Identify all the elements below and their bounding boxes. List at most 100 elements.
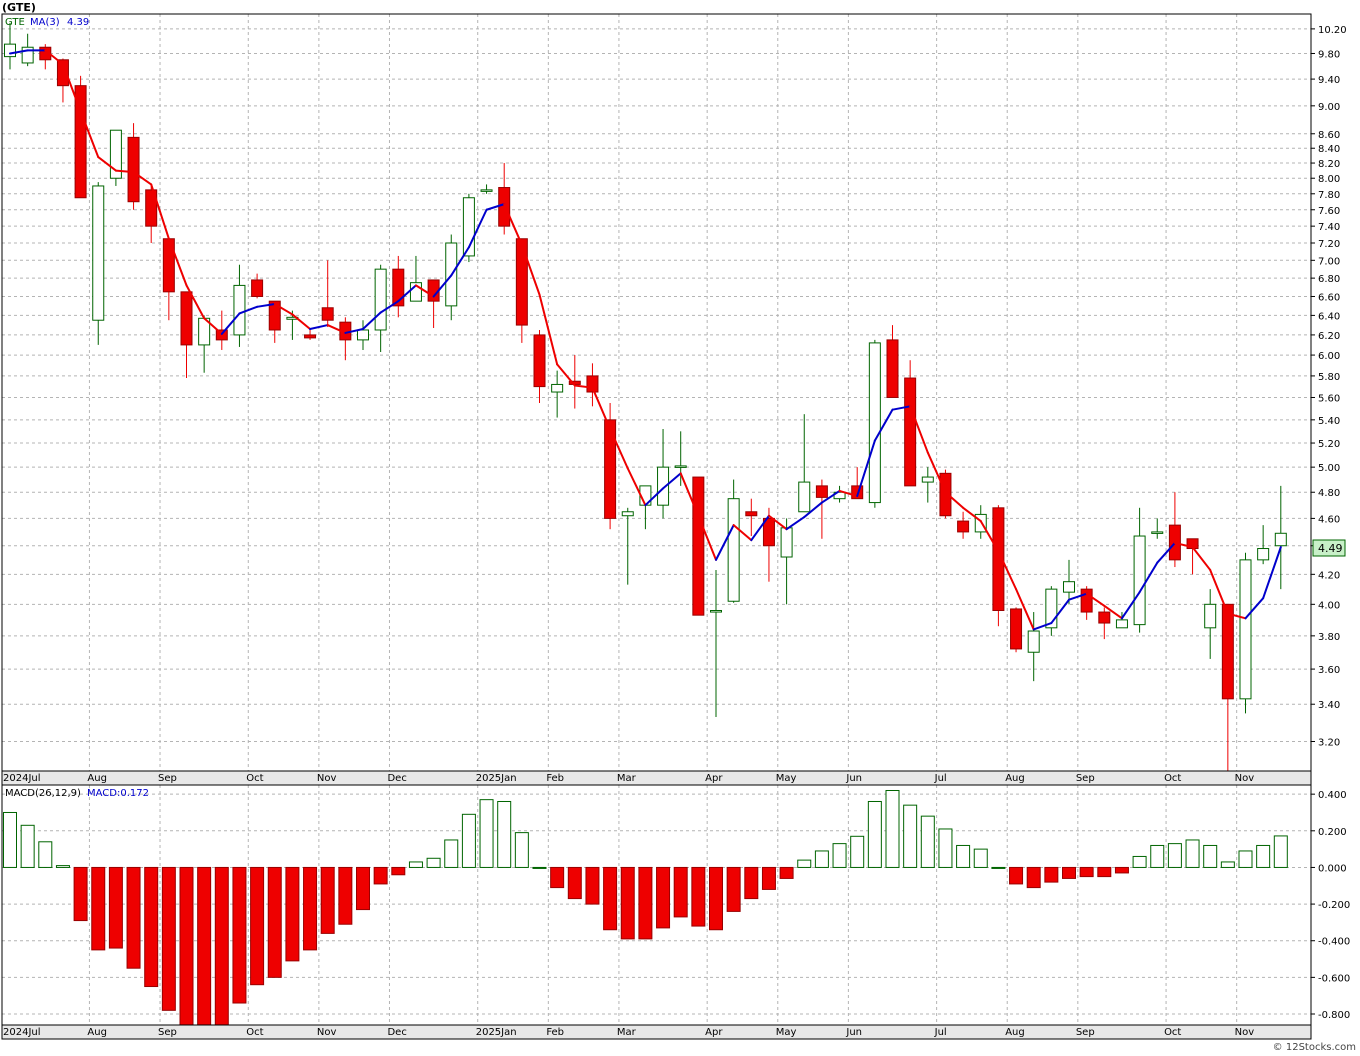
price-x-axis-band: [1, 770, 1312, 786]
price-y-tick-label: 3.80: [1318, 632, 1340, 643]
macd-bar-positive: [991, 866, 1006, 869]
candle-up: [462, 197, 475, 257]
candle-up: [657, 466, 670, 506]
macd-bar-negative: [73, 866, 88, 922]
price-x-tick-label: Dec: [387, 773, 406, 784]
ma-segment: [1050, 598, 1070, 625]
candle-up: [1027, 630, 1040, 653]
ma-segment: [1191, 546, 1212, 571]
ma-segment: [97, 156, 117, 172]
macd-y-tick-label: 0.400: [1318, 790, 1347, 801]
ma-segment: [326, 324, 347, 334]
last-price-label: 4.49: [1318, 542, 1343, 555]
macd-bar-negative: [709, 866, 723, 931]
candle-up: [1045, 588, 1058, 629]
candle-up: [1257, 548, 1270, 561]
macd-x-tick-label: Apr: [705, 1027, 723, 1038]
legend-macd-label: MACD(26,12,9): [5, 788, 81, 799]
macd-x-tick-label: 2024Jul: [3, 1027, 41, 1038]
macd-bar-positive: [797, 859, 812, 868]
ma-segment: [467, 208, 488, 249]
candle-down: [992, 507, 1005, 611]
price-y-tick-label: 7.20: [1318, 239, 1340, 250]
macd-x-tick-label: May: [776, 1027, 797, 1038]
candle-up: [1274, 532, 1287, 547]
macd-y-tick-label: -0.200: [1318, 900, 1350, 911]
macd-y-tick-label: 0.200: [1318, 827, 1347, 838]
candle-down: [886, 339, 899, 398]
ma-segment: [891, 405, 912, 411]
candle-up: [1151, 531, 1164, 534]
ma-segment: [220, 312, 241, 335]
macd-bar-positive: [514, 832, 529, 868]
candle-down: [762, 517, 775, 547]
price-y-tick-label: 3.40: [1318, 700, 1340, 711]
ma-segment: [114, 169, 135, 174]
macd-x-tick-label: Sep: [1076, 1027, 1095, 1038]
ma-segment: [44, 49, 64, 66]
macd-bar-positive: [885, 789, 900, 868]
macd-bar-negative: [1009, 866, 1024, 885]
ma-segment: [1015, 588, 1035, 631]
ma-segment: [1103, 604, 1123, 620]
ma-segment: [397, 284, 417, 303]
macd-bar-positive: [38, 841, 53, 868]
legend-macd-value: MACD:0.172: [87, 788, 149, 799]
ma-segment: [238, 305, 259, 315]
macd-bar-negative: [638, 866, 653, 940]
macd-y-tick-label: -0.800: [1318, 1010, 1350, 1021]
price-x-tick-label: Oct: [1164, 773, 1181, 784]
macd-bar-negative: [673, 866, 688, 918]
macd-bar-negative: [691, 866, 706, 927]
price-x-tick-label: 2024Jul: [3, 773, 41, 784]
ma-segment: [61, 63, 82, 113]
macd-x-tick-label: Nov: [317, 1027, 337, 1038]
ma-segment: [767, 514, 788, 531]
copyright-footer: © 12Stocks.com: [1273, 1042, 1356, 1053]
price-x-tick-label: Aug: [87, 773, 107, 784]
macd-bar-positive: [532, 866, 547, 869]
price-y-tick-label: 6.40: [1318, 311, 1340, 322]
ma-segment: [309, 324, 329, 330]
ma-segment: [538, 293, 559, 366]
macd-bar-positive: [426, 857, 441, 868]
price-x-tick-label: Jun: [845, 773, 862, 784]
ma-segment: [167, 237, 188, 287]
macd-bar-positive: [497, 800, 512, 868]
price-x-tick-label: May: [776, 773, 797, 784]
price-y-tick-label: 6.80: [1318, 274, 1340, 285]
candle-up: [921, 476, 934, 483]
candle-up: [480, 189, 493, 192]
ma-segment: [1262, 546, 1282, 600]
candle-up: [374, 268, 387, 331]
ma-segment: [256, 302, 276, 308]
ma-segment: [79, 110, 100, 159]
macd-bar-positive: [1220, 861, 1235, 868]
candle-down: [56, 59, 69, 87]
candle-down: [745, 511, 758, 517]
macd-bar-positive: [903, 804, 918, 868]
ma-segment: [485, 203, 506, 211]
price-y-tick-label: 8.60: [1318, 130, 1340, 141]
candle-down: [1080, 588, 1093, 613]
legend-ticker: GTE: [5, 17, 25, 28]
price-y-tick-label: 4.60: [1318, 514, 1340, 525]
macd-bar-positive: [1238, 850, 1253, 868]
macd-bar-positive: [3, 811, 17, 868]
macd-x-tick-label: Mar: [617, 1027, 637, 1038]
price-y-tick-label: 5.60: [1318, 393, 1340, 404]
ma-segment: [626, 467, 647, 507]
candle-down: [215, 329, 228, 341]
ma-segment: [785, 516, 806, 531]
price-y-tick-label: 8.00: [1318, 174, 1340, 185]
macd-bar-negative: [232, 866, 247, 1004]
macd-bar-negative: [303, 866, 318, 951]
price-y-tick-label: 8.20: [1318, 159, 1340, 170]
ma-segment: [1032, 622, 1053, 631]
macd-bar-negative: [373, 866, 388, 885]
ma-segment: [291, 313, 312, 330]
ma-segment: [1085, 592, 1106, 607]
candle-up: [710, 609, 722, 613]
candle-up: [1204, 603, 1217, 629]
price-x-tick-label: Mar: [617, 773, 637, 784]
